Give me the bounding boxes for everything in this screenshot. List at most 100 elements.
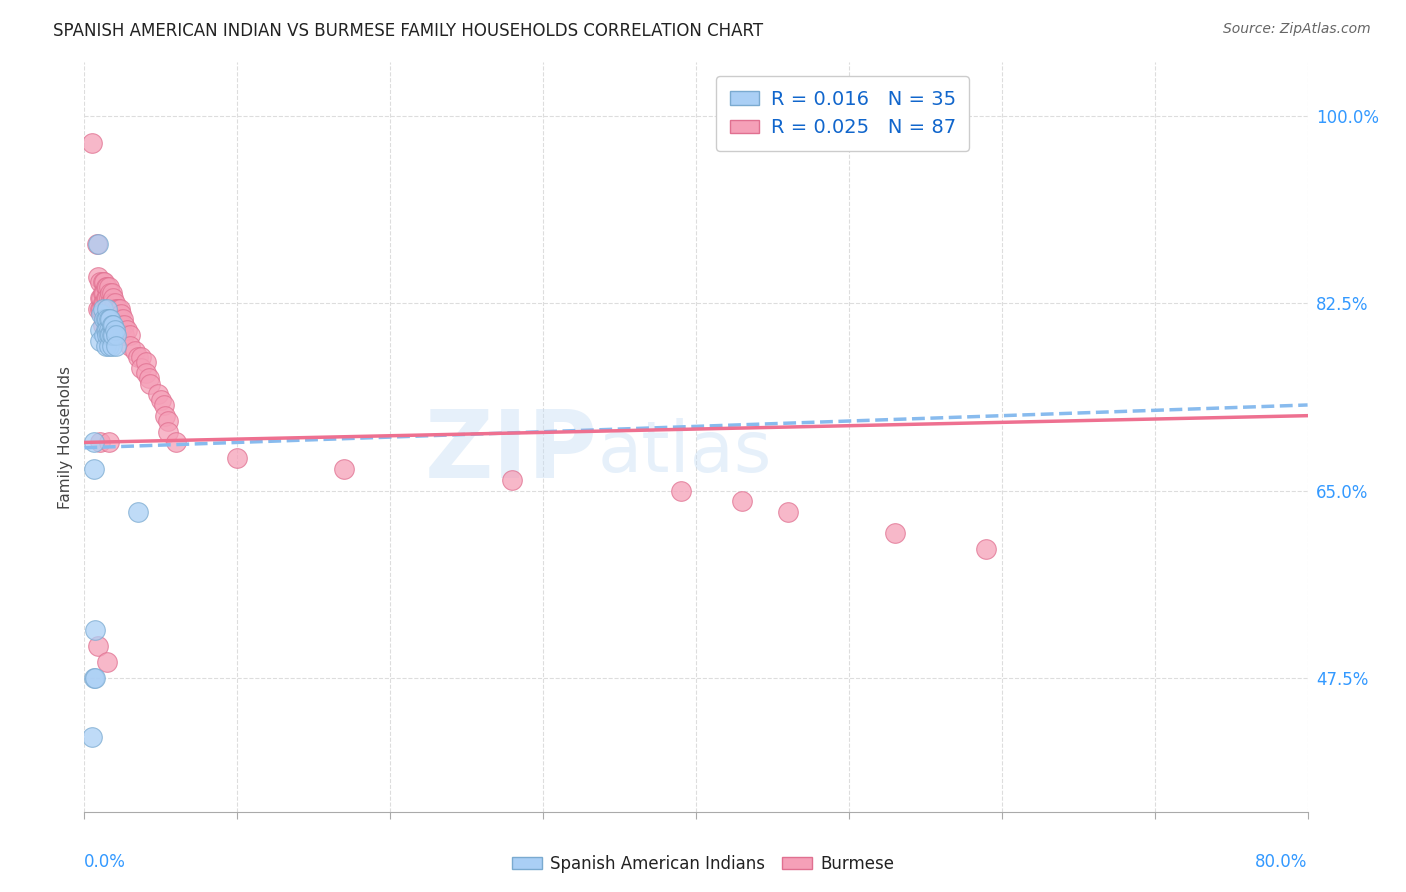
Point <box>104 307 127 321</box>
Point <box>97 339 120 353</box>
Point <box>103 328 125 343</box>
Point <box>97 301 120 316</box>
Point <box>108 312 131 326</box>
Point <box>98 296 121 310</box>
Point <box>127 505 149 519</box>
Point <box>93 307 115 321</box>
Point <box>103 301 125 316</box>
Point <box>86 237 108 252</box>
Point <box>98 328 121 343</box>
Point <box>83 435 105 450</box>
Point <box>87 237 110 252</box>
Text: ZIP: ZIP <box>425 406 598 498</box>
Point <box>94 312 117 326</box>
Point <box>93 312 115 326</box>
Point <box>84 671 107 685</box>
Point <box>111 312 134 326</box>
Point <box>103 318 125 332</box>
Point <box>96 312 118 326</box>
Point <box>97 328 120 343</box>
Point <box>146 387 169 401</box>
Point <box>120 339 142 353</box>
Point <box>333 462 356 476</box>
Point <box>104 323 127 337</box>
Point <box>96 655 118 669</box>
Point <box>153 398 176 412</box>
Point <box>107 312 129 326</box>
Point <box>89 435 111 450</box>
Point <box>91 307 114 321</box>
Point <box>120 328 142 343</box>
Point <box>93 285 115 300</box>
Text: 80.0%: 80.0% <box>1256 853 1308 871</box>
Point <box>110 318 132 332</box>
Text: SPANISH AMERICAN INDIAN VS BURMESE FAMILY HOUSEHOLDS CORRELATION CHART: SPANISH AMERICAN INDIAN VS BURMESE FAMIL… <box>53 22 763 40</box>
Point <box>91 301 114 316</box>
Point <box>89 301 111 316</box>
Point <box>91 285 114 300</box>
Point <box>776 505 799 519</box>
Point <box>98 312 121 326</box>
Point <box>94 280 117 294</box>
Point <box>91 296 114 310</box>
Point <box>112 328 135 343</box>
Point <box>157 425 180 439</box>
Point <box>101 296 124 310</box>
Point <box>669 483 692 498</box>
Point <box>129 360 152 375</box>
Point <box>89 291 111 305</box>
Point <box>93 275 115 289</box>
Point <box>87 301 110 316</box>
Point <box>94 312 117 326</box>
Point <box>93 328 115 343</box>
Point <box>83 462 105 476</box>
Point <box>105 312 128 326</box>
Point <box>883 526 905 541</box>
Point <box>108 301 131 316</box>
Point <box>101 318 124 332</box>
Point <box>84 623 107 637</box>
Point <box>96 291 118 305</box>
Point <box>97 323 120 337</box>
Point <box>103 323 125 337</box>
Point <box>93 296 115 310</box>
Text: atlas: atlas <box>598 417 772 486</box>
Point <box>101 328 124 343</box>
Point <box>105 339 128 353</box>
Text: Source: ZipAtlas.com: Source: ZipAtlas.com <box>1223 22 1371 37</box>
Point <box>104 318 127 332</box>
Point <box>101 307 124 321</box>
Point <box>138 371 160 385</box>
Point <box>80 136 103 150</box>
Point <box>108 323 131 337</box>
Point <box>157 414 180 428</box>
Point <box>165 435 187 450</box>
Point <box>97 312 120 326</box>
Point <box>89 323 111 337</box>
Y-axis label: Family Households: Family Households <box>58 366 73 508</box>
Point <box>226 451 249 466</box>
Point <box>96 301 118 316</box>
Point <box>129 350 152 364</box>
Point <box>107 301 129 316</box>
Point <box>103 291 125 305</box>
Point <box>91 318 114 332</box>
Point <box>127 350 149 364</box>
Point <box>104 296 127 310</box>
Point <box>97 435 120 450</box>
Point <box>87 639 110 653</box>
Point <box>96 323 118 337</box>
Text: 0.0%: 0.0% <box>84 853 127 871</box>
Point <box>87 269 110 284</box>
Point <box>149 392 172 407</box>
Point <box>97 280 120 294</box>
Point <box>96 323 118 337</box>
Point <box>112 318 135 332</box>
Point <box>135 355 157 369</box>
Point <box>135 366 157 380</box>
Point <box>98 285 121 300</box>
Legend: R = 0.016   N = 35, R = 0.025   N = 87: R = 0.016 N = 35, R = 0.025 N = 87 <box>716 76 969 151</box>
Point <box>105 301 128 316</box>
Point <box>101 339 124 353</box>
Point <box>90 307 112 321</box>
